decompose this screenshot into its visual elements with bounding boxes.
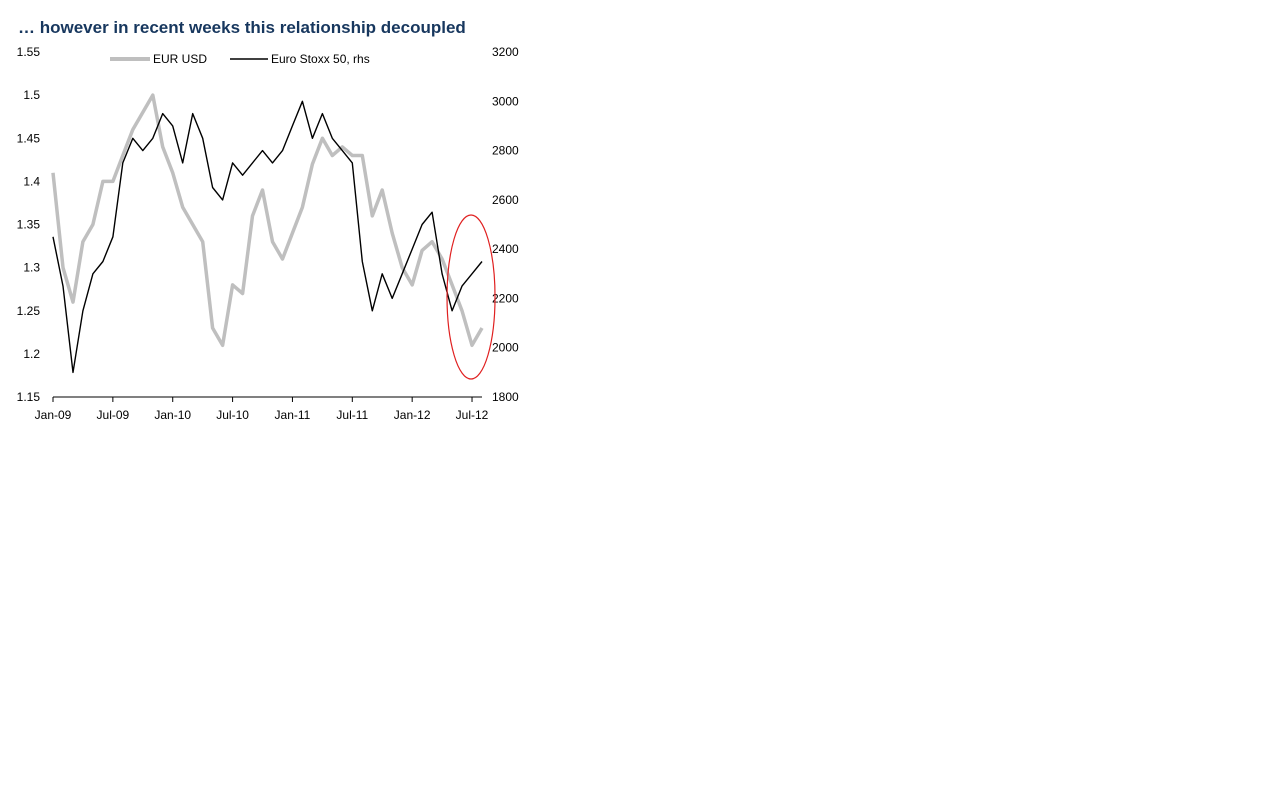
x-tick-label: Jan-09 xyxy=(35,408,72,422)
axes: Jan-09 Jul-09 Jan-10 Jul-10 Jan-11 Jul-11 Jan-… xyxy=(17,45,519,422)
y-right-tick-label: 2800 xyxy=(492,144,519,158)
y-left-tick-label: 1.4 xyxy=(23,174,40,188)
chart-title: … however in recent weeks this relations… xyxy=(18,18,466,37)
x-tick-label: Jul-12 xyxy=(456,408,489,422)
y-left-tick-label: 1.25 xyxy=(17,304,41,318)
y-right-tick-label: 1800 xyxy=(492,390,519,404)
x-tick-label: Jan-10 xyxy=(154,408,191,422)
x-tick-label: Jan-12 xyxy=(394,408,431,422)
chart-legend: EUR USD Euro Stoxx 50, rhs xyxy=(110,52,370,66)
y-right-tick-label: 3200 xyxy=(492,45,519,59)
annotation-layer xyxy=(446,214,496,380)
annotation-ellipse xyxy=(446,214,496,380)
y-left-tick-label: 1.2 xyxy=(23,347,40,361)
series-lines xyxy=(51,93,484,374)
y-left-tick-label: 1.15 xyxy=(17,390,41,404)
x-tick-label: Jul-10 xyxy=(216,408,249,422)
y-left-tick-label: 1.45 xyxy=(17,131,41,145)
y-right-tick-label: 2600 xyxy=(492,193,519,207)
legend-label-eurusd: EUR USD xyxy=(153,52,207,66)
series-line-euro-stoxx xyxy=(52,100,483,374)
x-tick-label: Jan-11 xyxy=(275,408,311,422)
y-right-tick-label: 2000 xyxy=(492,341,519,355)
x-tick-label: Jul-11 xyxy=(336,408,368,422)
y-right-tick-label: 3000 xyxy=(492,94,519,108)
y-left-tick-label: 1.55 xyxy=(17,45,41,59)
y-right-tick-label: 2200 xyxy=(492,291,519,305)
y-right-tick-label: 2400 xyxy=(492,242,519,256)
y-left-tick-label: 1.5 xyxy=(23,88,40,102)
y-left-tick-label: 1.35 xyxy=(17,218,41,232)
legend-label-euro-stoxx: Euro Stoxx 50, rhs xyxy=(271,52,370,66)
y-left-tick-label: 1.3 xyxy=(23,261,40,275)
series-line-eurusd xyxy=(51,93,484,348)
x-tick-label: Jul-09 xyxy=(97,408,130,422)
